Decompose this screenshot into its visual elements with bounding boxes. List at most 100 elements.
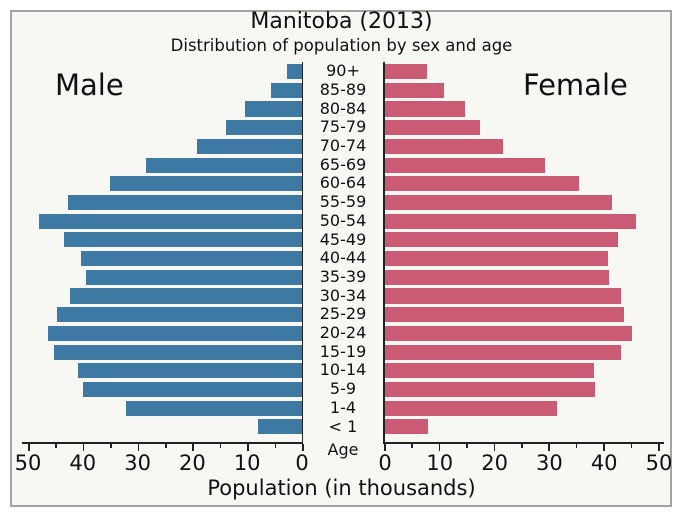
bar-male-90+ <box>287 64 302 80</box>
bar-female-10-14 <box>384 363 595 379</box>
left-zero-spine <box>301 62 304 444</box>
x-tick-right-40 <box>603 444 605 451</box>
bar-female-5-9 <box>384 381 595 398</box>
x-minor-tick-left-5 <box>274 444 277 448</box>
age-group-label: 70-74 <box>319 136 367 155</box>
bar-female-80-84 <box>384 101 465 117</box>
bar-female-90+ <box>384 64 428 80</box>
age-group-label: 15-19 <box>319 341 367 361</box>
x-tick-label-left-10: 10 <box>233 451 261 475</box>
x-minor-tick-right-45 <box>630 444 633 448</box>
bar-male-< 1 <box>258 419 302 435</box>
x-minor-tick-right-35 <box>575 444 578 448</box>
bar-male-5-9 <box>82 381 302 398</box>
bar-female-50-54 <box>384 213 637 229</box>
x-tick-right-0 <box>384 444 386 451</box>
x-tick-label-right-40: 40 <box>590 451 618 475</box>
bar-female-1-4 <box>384 400 558 416</box>
age-group-label: 40-44 <box>319 248 367 268</box>
bar-male-75-79 <box>226 120 302 136</box>
x-tick-right-30 <box>548 444 550 451</box>
chart-subtitle: Distribution of population by sex and ag… <box>170 36 513 55</box>
x-tick-label-left-20: 20 <box>179 451 206 475</box>
age-group-label: 5-9 <box>329 379 357 399</box>
bar-female-35-39 <box>384 269 610 285</box>
x-tick-label-right-10: 10 <box>426 451 454 475</box>
bar-female-60-64 <box>384 176 580 192</box>
bar-male-40-44 <box>80 251 302 267</box>
x-minor-tick-left-25 <box>165 444 167 448</box>
bar-male-10-14 <box>77 363 302 379</box>
age-axis-label: Age <box>327 440 359 459</box>
x-tick-left-10 <box>247 444 249 451</box>
x-tick-label-left-40: 40 <box>69 451 97 475</box>
x-minor-tick-right-5 <box>411 444 413 448</box>
x-tick-label-left-50: 50 <box>14 451 42 475</box>
x-tick-label-left-0: 0 <box>295 451 309 475</box>
bar-male-80-84 <box>245 101 302 117</box>
x-minor-tick-left-15 <box>219 444 222 448</box>
x-tick-label-right-30: 30 <box>536 451 563 475</box>
bar-male-20-24 <box>47 325 302 341</box>
bar-male-70-74 <box>197 138 302 154</box>
bar-female-25-29 <box>384 307 625 323</box>
female-series-label: Female <box>523 68 628 102</box>
x-tick-label-right-20: 20 <box>481 451 508 475</box>
bar-male-30-34 <box>69 288 302 304</box>
bar-female-15-19 <box>384 344 622 360</box>
x-tick-label-right-50: 50 <box>645 451 673 475</box>
age-group-label: 65-69 <box>319 154 367 174</box>
bar-male-55-59 <box>68 194 302 211</box>
x-tick-left-20 <box>192 444 194 451</box>
bar-male-15-19 <box>53 344 302 360</box>
age-group-label: 90+ <box>326 61 360 81</box>
x-tick-left-0 <box>302 444 304 451</box>
age-group-label: 80-84 <box>319 98 367 118</box>
x-tick-left-30 <box>137 444 140 451</box>
age-group-label: 30-34 <box>319 285 367 305</box>
age-group-label: 50-54 <box>319 210 367 230</box>
bar-male-65-69 <box>145 157 302 173</box>
x-tick-right-50 <box>658 444 660 451</box>
bar-female-< 1 <box>384 419 428 435</box>
bar-male-1-4 <box>125 400 302 416</box>
x-tick-left-50 <box>28 444 30 451</box>
x-axis-title: Population (in thousands) <box>207 476 476 500</box>
left-x-axis <box>22 442 303 444</box>
x-tick-label-left-30: 30 <box>124 451 151 475</box>
bar-female-30-34 <box>384 288 622 304</box>
age-group-label: < 1 <box>328 416 358 436</box>
x-minor-tick-left-45 <box>55 444 57 448</box>
bar-male-50-54 <box>38 213 302 229</box>
bar-female-55-59 <box>384 194 612 211</box>
age-group-label: 35-39 <box>319 266 367 286</box>
right-zero-spine <box>383 62 385 444</box>
x-tick-right-10 <box>438 444 441 451</box>
bar-female-45-49 <box>384 232 618 248</box>
x-tick-right-20 <box>493 444 496 451</box>
bar-female-75-79 <box>384 120 480 136</box>
age-group-label: 20-24 <box>319 323 367 342</box>
age-group-label: 75-79 <box>319 117 367 137</box>
age-group-label: 10-14 <box>319 360 367 380</box>
x-minor-tick-left-35 <box>110 444 112 448</box>
bar-male-25-29 <box>57 307 302 323</box>
x-tick-left-40 <box>82 444 85 451</box>
x-tick-label-right-0: 0 <box>378 451 392 475</box>
bar-female-40-44 <box>384 251 609 267</box>
bar-female-85-89 <box>384 82 444 98</box>
bar-male-45-49 <box>63 232 302 248</box>
bar-female-20-24 <box>384 325 633 341</box>
bar-male-35-39 <box>85 269 302 285</box>
x-minor-tick-right-25 <box>521 444 523 448</box>
x-minor-tick-right-15 <box>466 444 468 448</box>
bar-male-60-64 <box>109 176 302 192</box>
bar-male-85-89 <box>271 82 302 98</box>
age-group-label: 1-4 <box>329 397 357 417</box>
age-group-label: 55-59 <box>319 192 367 212</box>
right-x-axis <box>383 442 664 444</box>
bar-female-65-69 <box>384 157 545 173</box>
chart-title: Manitoba (2013) <box>250 9 433 34</box>
age-group-label: 25-29 <box>319 304 367 324</box>
